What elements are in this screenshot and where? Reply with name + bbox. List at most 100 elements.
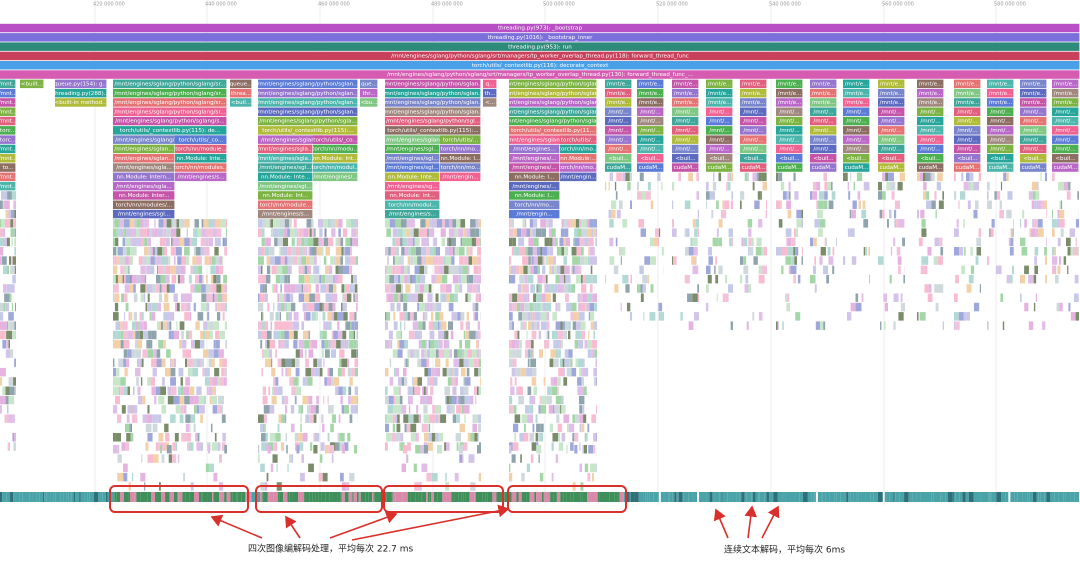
- frame-sliver: [1070, 312, 1076, 321]
- timeline-sliver: [541, 492, 544, 502]
- frame-sliver: [478, 423, 481, 433]
- frame-sliver: [163, 302, 170, 312]
- timeline-sliver: [821, 492, 823, 502]
- frame-sliver: [14, 237, 16, 247]
- frame-sliver: [516, 386, 518, 395]
- frame-sliver: [186, 330, 189, 340]
- frame-sliver: [14, 358, 16, 368]
- frame-sliver: [143, 330, 149, 340]
- frame-label: /mnt/...: [881, 128, 902, 134]
- frame-sliver: [642, 274, 648, 284]
- frame-sliver: [147, 405, 150, 414]
- frame-sliver: [1037, 219, 1043, 228]
- timeline-sliver: [332, 492, 338, 502]
- frame-sliver: [122, 274, 124, 284]
- frame-sliver: [1022, 209, 1025, 219]
- frame-sliver: [883, 293, 888, 302]
- frame-sliver: [395, 237, 401, 247]
- frame-sliver: [218, 395, 224, 405]
- frame-sliver: [261, 321, 265, 330]
- frame-sliver: [444, 219, 447, 228]
- frame-sliver: [594, 349, 597, 358]
- frame-sliver: [694, 228, 698, 237]
- frame: [843, 135, 870, 144]
- frame-sliver: [281, 367, 284, 377]
- frame-sliver: [139, 228, 142, 237]
- timeline-sliver: [925, 492, 930, 502]
- frame-sliver: [337, 321, 340, 330]
- frame-sliver: [322, 312, 326, 321]
- frame-sliver: [321, 274, 326, 284]
- frame-sliver: [559, 274, 564, 284]
- frame-sliver: [436, 219, 443, 228]
- frame-sliver: [516, 228, 522, 237]
- frame-sliver: [113, 386, 119, 395]
- frame-sliver: [596, 405, 597, 414]
- frame-sliver: [512, 293, 518, 302]
- frame-sliver: [193, 405, 197, 414]
- frame-sliver: [1033, 302, 1036, 312]
- frame-sliver: [322, 330, 327, 340]
- frame-sliver: [417, 302, 420, 312]
- frame-sliver: [716, 293, 718, 302]
- frame-sliver: [740, 191, 745, 200]
- frame-label: /mnt/engines/sgl...: [386, 165, 438, 171]
- frame-label: cudaM...: [812, 165, 836, 171]
- timeline-sliver: [407, 492, 411, 502]
- frame-sliver: [740, 200, 742, 209]
- frame-sliver: [297, 256, 301, 265]
- frame-sliver: [348, 340, 350, 349]
- frame-sliver: [402, 293, 408, 302]
- frame-sliver: [196, 405, 199, 414]
- timeline-sliver: [732, 492, 737, 502]
- timeline-sliver: [802, 492, 808, 502]
- frame-sliver: [463, 256, 469, 265]
- arrow: [744, 505, 758, 539]
- timeline-sliver: [629, 492, 631, 502]
- frame-sliver: [311, 247, 317, 256]
- frame-sliver: [523, 321, 526, 330]
- frame-label: /mnt/engines/sglang/python/sglan...: [502, 100, 603, 106]
- frame-sliver: [434, 377, 438, 386]
- frame-sliver: [439, 321, 442, 330]
- frame-label: /mnt/...: [881, 137, 902, 143]
- frame-sliver: [615, 191, 618, 200]
- frame-sliver: [650, 284, 654, 293]
- frame-sliver: [191, 237, 198, 247]
- frame-sliver: [179, 274, 185, 284]
- frame-sliver: [324, 340, 329, 349]
- frame-label: /mnt/...: [743, 128, 764, 134]
- frame-sliver: [474, 433, 478, 442]
- frame-sliver: [973, 209, 978, 219]
- frame: [113, 163, 175, 172]
- frame-sliver: [11, 302, 13, 312]
- frame-sliver: [731, 172, 733, 182]
- frame-sliver: [323, 395, 325, 405]
- frame-sliver: [465, 293, 468, 302]
- frame-sliver: [576, 247, 581, 256]
- frame: [440, 163, 481, 172]
- frame: [113, 116, 227, 126]
- frame-sliver: [930, 172, 933, 182]
- frame-sliver: [287, 367, 291, 377]
- frame: [776, 163, 803, 172]
- timeline-sliver: [63, 492, 67, 502]
- frame-sliver: [476, 274, 481, 284]
- frame-sliver: [385, 367, 389, 377]
- frame-sliver: [477, 247, 481, 256]
- frame-sliver: [556, 265, 561, 275]
- frame-sliver: [918, 237, 923, 247]
- frame-sliver: [302, 247, 306, 256]
- frame-sliver: [350, 237, 353, 247]
- timeline-sliver: [692, 492, 694, 502]
- frame-sliver: [212, 228, 217, 237]
- frame-sliver: [426, 349, 431, 358]
- frame-sliver: [114, 219, 120, 228]
- frame-sliver: [298, 293, 305, 302]
- frame-sliver: [642, 284, 646, 293]
- frame-sliver: [385, 219, 390, 228]
- frame-sliver: [509, 321, 512, 330]
- frame-sliver: [427, 367, 432, 377]
- frame-sliver: [641, 191, 646, 200]
- frame-sliver: [555, 395, 562, 405]
